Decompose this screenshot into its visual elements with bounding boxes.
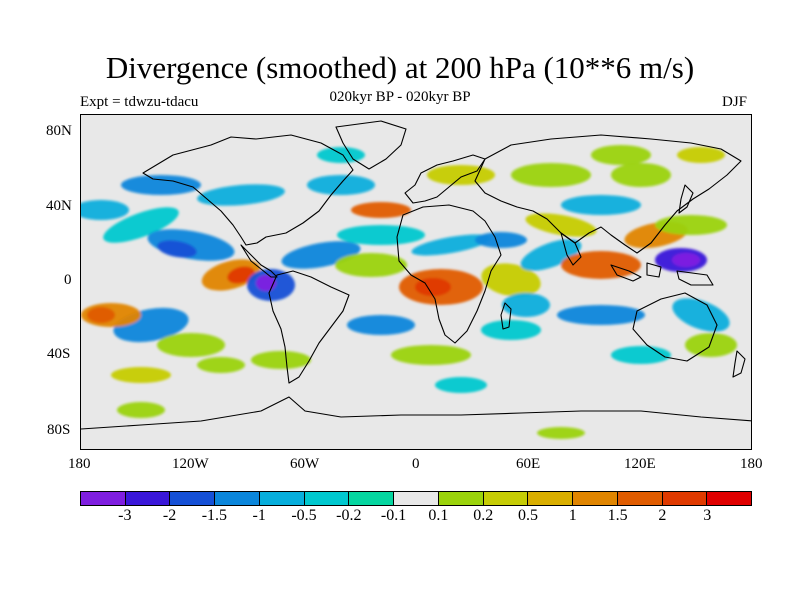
contour-region [427,165,495,185]
contour-region [157,333,225,357]
lon-label-0: 0 [412,456,420,472]
season-label: DJF [722,94,748,110]
contour-region [87,307,115,323]
contour-region [391,345,471,365]
colorbar-swatch [170,492,216,505]
map-canvas [81,120,751,439]
lon-label-60w: 60W [290,456,320,472]
period-label: 020kyr BP - 020kyr BP [329,89,471,105]
contour-region [117,402,165,418]
contour-region [672,253,700,267]
contour-region [81,200,129,220]
contour-region [520,239,582,271]
colorbar-swatch [617,492,663,505]
colorbar-swatch [125,492,171,505]
contour-region [111,367,171,383]
contour-region [347,315,415,335]
colorbar-label: -3 [118,507,132,524]
contour-region [317,147,365,163]
contour-region [103,207,179,243]
lon-label-60e: 60E [516,456,541,472]
colorbar-swatch [215,492,260,505]
colorbar-label: 0.1 [428,507,449,524]
contour-region [337,225,425,245]
lon-label-180e: 180 [740,456,763,472]
colorbar-swatch [662,492,708,505]
contour-region [307,175,375,195]
contour-region [677,147,725,163]
lat-label-40n: 40N [46,198,72,214]
chart-title: Divergence (smoothed) at 200 hPa (10**6 … [105,50,695,85]
contour-region [481,263,541,297]
contour-region [611,163,671,187]
colorbar-swatch [304,492,350,505]
colorbar-label: -1.5 [201,507,228,524]
contour-region [655,215,727,235]
contour-region [157,240,197,258]
colorbar-swatch [394,492,439,505]
lon-label-120w: 120W [172,456,209,472]
contour-region [197,184,285,206]
colorbar-swatch [81,492,126,505]
contour-region [561,251,641,279]
contour-region [251,351,311,369]
lat-label-40s: 40S [47,346,71,362]
coastlines [81,120,751,430]
contour-region [351,202,411,218]
colorbar-label: -0.1 [380,507,407,524]
contour-region [435,377,487,393]
contour-region [511,163,591,187]
colorbar-swatch [707,492,752,505]
colorbar-swatch [259,492,305,505]
colorbar-label: -0.5 [291,507,317,524]
contour-region [227,266,255,284]
contour-region [197,357,245,373]
contour-region [672,298,730,332]
divergence-field [81,145,737,439]
contour-region [256,275,276,291]
contour-region [475,232,527,248]
experiment-label: Expt = tdwzu-tdacu [80,94,199,110]
colorbar-label: 3 [703,507,712,524]
colorbar-swatch [438,492,484,505]
lat-label-80n: 80N [46,123,72,139]
colorbar-swatch [349,492,395,505]
colorbar [80,491,752,506]
contour-region [561,195,641,215]
colorbar-label: -1 [252,507,266,524]
colorbar-swatch [483,492,529,505]
contour-region [525,213,597,237]
colorbar-label: 1 [568,507,577,524]
colorbar-swatch [573,492,618,505]
colorbar-label: -2 [162,507,177,524]
lon-label-180w: 180 [68,456,91,472]
colorbar-label: 0.2 [473,507,494,524]
lat-label-80s: 80S [47,422,71,438]
colorbar-label: -0.2 [336,507,362,524]
contour-region [591,145,651,165]
lat-label-eq: 0 [64,272,72,288]
colorbar-label: 1.5 [607,507,628,524]
map-panel [80,114,752,450]
contour-region [121,175,201,195]
contour-region [502,293,550,317]
contour-region [335,253,407,277]
colorbar-label: 0.5 [518,507,538,524]
contour-region [557,305,645,325]
colorbar-label: 2 [658,507,667,524]
lon-label-120e: 120E [624,456,656,472]
contour-region [481,320,541,340]
colorbar-swatch [528,492,574,505]
contour-region [685,333,737,357]
contour-region [411,234,491,256]
contour-region [537,427,585,439]
